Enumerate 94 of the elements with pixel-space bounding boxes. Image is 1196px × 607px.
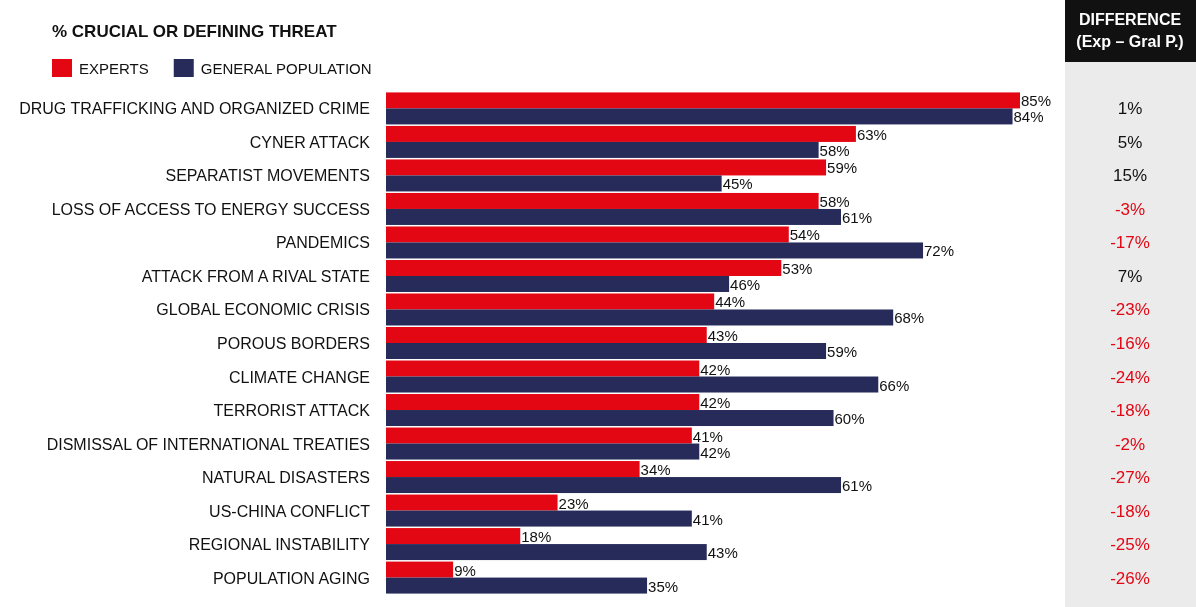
bar bbox=[386, 461, 640, 478]
y-tick-label: NATURAL DISASTERS bbox=[201, 469, 370, 487]
bar bbox=[386, 427, 692, 444]
y-tick-label: CLIMATE CHANGE bbox=[228, 368, 370, 386]
bar bbox=[386, 494, 558, 511]
text: -23% bbox=[1110, 300, 1150, 320]
data-label: 23% bbox=[558, 494, 589, 512]
text: 7% bbox=[1117, 266, 1143, 286]
text: -18% bbox=[1110, 401, 1150, 421]
bar bbox=[386, 192, 819, 209]
bar bbox=[386, 125, 856, 142]
data-label: 18% bbox=[521, 528, 552, 546]
bar bbox=[386, 226, 789, 243]
y-tick-label: US-CHINA CONFLICT bbox=[209, 502, 371, 520]
bar bbox=[386, 275, 730, 292]
data-label: 85% bbox=[1021, 92, 1052, 110]
bar bbox=[386, 360, 700, 377]
data-label: 63% bbox=[856, 125, 887, 143]
data-label: 58% bbox=[819, 141, 850, 159]
data-label: 42% bbox=[700, 443, 731, 461]
bar bbox=[386, 208, 841, 225]
data-label: 59% bbox=[827, 159, 858, 177]
data-label: 41% bbox=[692, 427, 723, 445]
data-label: 44% bbox=[715, 293, 746, 311]
data-label: 58% bbox=[819, 192, 850, 210]
y-tick-label: POROUS BORDERS bbox=[217, 335, 370, 352]
bar bbox=[386, 394, 700, 411]
bar bbox=[386, 327, 707, 343]
data-label: 54% bbox=[789, 226, 820, 244]
bar bbox=[386, 577, 648, 594]
y-tick-label: DISMISSAL OF INTERNATIONAL TREATIES bbox=[46, 435, 370, 453]
data-label: 46% bbox=[730, 275, 761, 293]
y-tick-label: ATTACK FROM A RIVAL STATE bbox=[141, 267, 370, 285]
text: 5% bbox=[1117, 132, 1143, 152]
text: -25% bbox=[1110, 535, 1150, 555]
data-label: 66% bbox=[879, 376, 910, 394]
y-tick-label: TERRORIST ATTACK bbox=[213, 402, 371, 420]
data-label: 53% bbox=[782, 259, 813, 277]
text: -16% bbox=[1110, 334, 1150, 353]
text: -26% bbox=[1110, 568, 1150, 588]
legend-label: GENERAL POPULATION bbox=[200, 60, 372, 77]
text: 15% bbox=[1112, 166, 1148, 186]
text: -18% bbox=[1110, 501, 1150, 521]
bar bbox=[386, 410, 834, 427]
data-label: 84% bbox=[1013, 108, 1044, 126]
bar bbox=[386, 309, 894, 326]
data-label: 61% bbox=[841, 477, 873, 495]
bar bbox=[386, 376, 879, 393]
text: -27% bbox=[1110, 468, 1150, 488]
data-label: 41% bbox=[692, 510, 723, 528]
bar bbox=[386, 561, 454, 578]
bar bbox=[386, 259, 782, 276]
data-label: 60% bbox=[834, 410, 865, 428]
y-tick-label: SEPARATIST MOVEMENTS bbox=[165, 167, 370, 185]
data-label: 61% bbox=[841, 208, 873, 226]
bar bbox=[386, 242, 924, 259]
text: -3% bbox=[1114, 199, 1146, 219]
data-label: 35% bbox=[648, 577, 679, 595]
y-tick-label: POPULATION AGING bbox=[212, 569, 370, 587]
data-label: 45% bbox=[722, 175, 753, 193]
y-tick-label: PANDEMICS bbox=[276, 234, 370, 252]
data-label: 43% bbox=[707, 327, 738, 344]
data-label: 34% bbox=[640, 461, 671, 479]
bar bbox=[386, 175, 722, 192]
bar bbox=[386, 343, 827, 359]
bar bbox=[386, 159, 827, 176]
y-tick-label: CYNER ATTACK bbox=[249, 133, 371, 151]
data-label: 43% bbox=[707, 544, 738, 562]
y-tick-label: GLOBAL ECONOMIC CRISIS bbox=[156, 301, 370, 319]
text: 1% bbox=[1117, 99, 1143, 119]
y-tick-label: LOSS OF ACCESS TO ENERGY SUCCESS bbox=[51, 200, 370, 218]
y-tick-label: REGIONAL INSTABILITY bbox=[188, 536, 371, 554]
bar bbox=[386, 544, 707, 561]
data-label: 9% bbox=[454, 561, 476, 579]
bar bbox=[386, 92, 1020, 109]
text: -17% bbox=[1110, 233, 1150, 253]
bar bbox=[386, 510, 692, 527]
data-label: 42% bbox=[700, 394, 731, 412]
bar bbox=[386, 293, 715, 310]
data-label: 42% bbox=[700, 360, 731, 378]
data-label: 68% bbox=[894, 309, 925, 327]
text: DIFFERENCE (Exp – Gral P.) bbox=[1076, 11, 1184, 50]
legend-label: EXPERTS bbox=[79, 60, 149, 77]
bar bbox=[386, 528, 521, 545]
text: -2% bbox=[1114, 434, 1146, 454]
bar bbox=[386, 443, 700, 460]
bar bbox=[386, 477, 841, 494]
bar bbox=[386, 141, 819, 158]
text: % CRUCIAL OR DEFINING THREAT bbox=[52, 22, 338, 41]
text: -24% bbox=[1110, 367, 1150, 387]
y-tick-label: DRUG TRAFFICKING AND ORGANIZED CRIME bbox=[19, 100, 370, 118]
bar bbox=[386, 108, 1013, 125]
data-label: 72% bbox=[924, 242, 955, 260]
data-label: 59% bbox=[827, 343, 858, 360]
